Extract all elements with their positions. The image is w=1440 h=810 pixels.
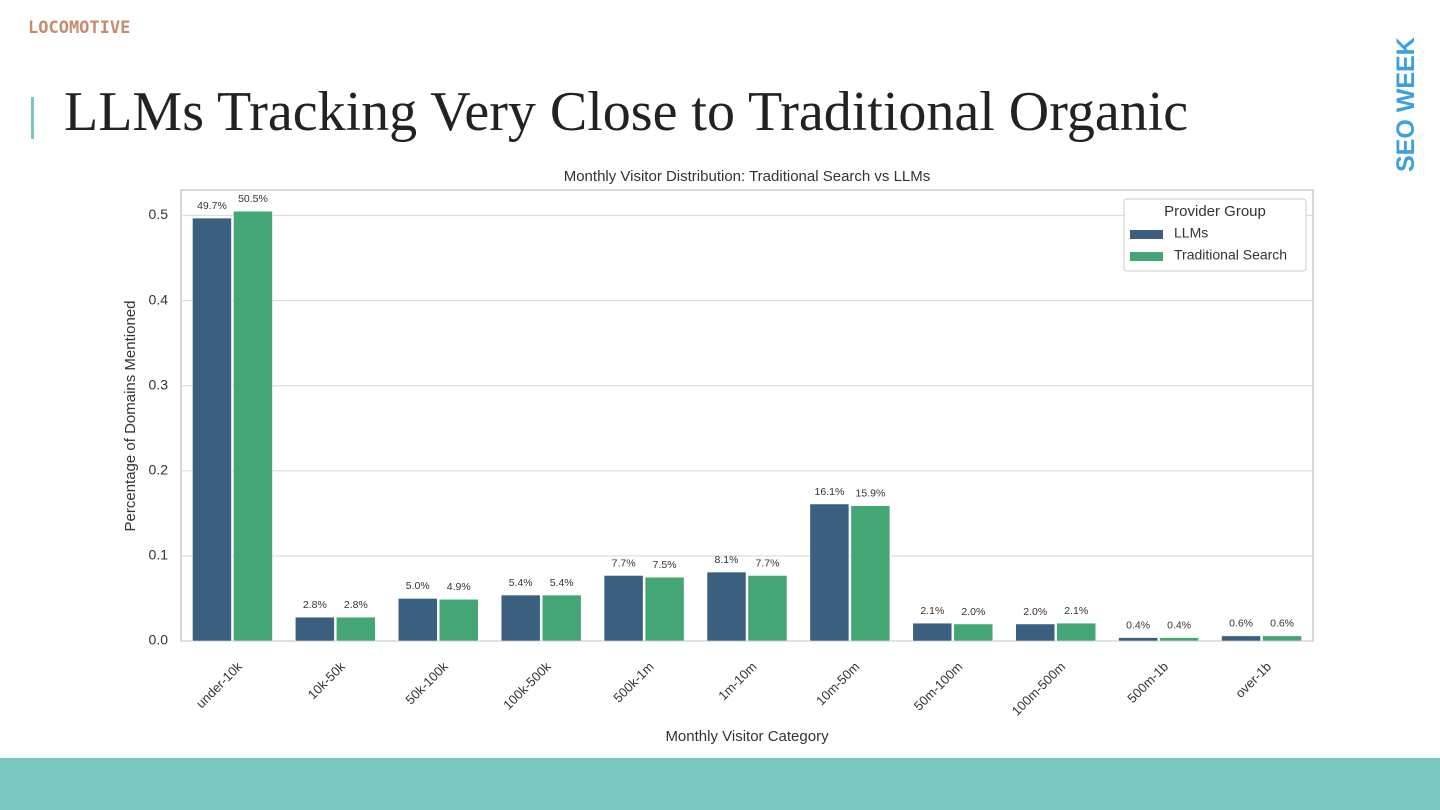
value-label: 7.5% xyxy=(653,559,677,571)
bar xyxy=(1056,622,1096,642)
x-tick-label: 50m-100m xyxy=(911,659,966,714)
y-tick-label: 0.1 xyxy=(149,547,169,563)
chart-title: Monthly Visitor Distribution: Traditiona… xyxy=(564,168,931,185)
bar xyxy=(398,598,438,642)
x-tick-label: under-10k xyxy=(193,659,245,711)
x-tick-label: 500k-1m xyxy=(610,659,656,705)
footer-band xyxy=(0,758,1440,810)
x-tick-label: over-1b xyxy=(1232,659,1274,701)
x-tick-label: 100m-500m xyxy=(1009,659,1069,719)
y-tick-label: 0.5 xyxy=(149,206,169,222)
legend-label: Traditional Search xyxy=(1174,247,1287,263)
accent-bar xyxy=(31,97,34,139)
value-label: 5.4% xyxy=(509,577,533,589)
bar xyxy=(1159,637,1199,642)
bar xyxy=(233,211,273,642)
bar xyxy=(295,616,335,642)
x-tick-label: 1m-10m xyxy=(715,659,759,703)
legend-title: Provider Group xyxy=(1164,203,1266,220)
x-tick-label: 50k-100k xyxy=(402,659,451,708)
y-axis-label: Percentage of Domains Mentioned xyxy=(122,301,139,532)
bar xyxy=(192,217,232,642)
value-label: 49.7% xyxy=(197,200,227,212)
bar xyxy=(500,594,541,642)
bar xyxy=(644,576,685,642)
legend-swatch xyxy=(1130,230,1163,239)
bar xyxy=(912,622,953,642)
value-label: 2.0% xyxy=(1023,606,1047,618)
bar xyxy=(809,503,850,642)
value-label: 0.4% xyxy=(1167,619,1191,631)
bar xyxy=(953,623,994,642)
value-label: 2.1% xyxy=(1064,605,1088,617)
x-axis-label: Monthly Visitor Category xyxy=(665,728,829,745)
legend-swatch xyxy=(1130,252,1163,261)
bar xyxy=(541,594,582,642)
bar xyxy=(336,616,376,642)
value-label: 2.8% xyxy=(303,599,327,611)
value-label: 7.7% xyxy=(756,557,780,569)
value-label: 16.1% xyxy=(815,486,845,498)
legend-box xyxy=(1123,198,1307,272)
chart: Monthly Visitor Distribution: Traditiona… xyxy=(122,168,1314,745)
bar xyxy=(439,599,479,642)
x-tick-label: 500m-1b xyxy=(1124,659,1171,706)
bar xyxy=(1221,635,1261,642)
y-tick-label: 0.3 xyxy=(149,376,169,392)
value-label: 50.5% xyxy=(238,193,268,205)
y-tick-label: 0.4 xyxy=(149,291,169,307)
value-label: 0.6% xyxy=(1270,618,1294,630)
bar xyxy=(747,575,788,642)
value-label: 2.1% xyxy=(920,605,944,617)
value-label: 0.4% xyxy=(1126,619,1150,631)
bar xyxy=(850,505,891,642)
value-label: 0.6% xyxy=(1229,618,1253,630)
value-label: 5.0% xyxy=(406,580,430,592)
bar xyxy=(1015,623,1055,642)
value-label: 2.8% xyxy=(344,599,368,611)
x-tick-label: 100k-500k xyxy=(500,659,554,713)
legend-label: LLMs xyxy=(1174,225,1208,241)
bar xyxy=(603,575,644,642)
y-tick-label: 0.0 xyxy=(149,632,169,648)
slide-title: LLMs Tracking Very Close to Traditional … xyxy=(64,81,1189,143)
y-tick-label: 0.2 xyxy=(149,462,169,478)
x-tick-label: 10k-50k xyxy=(305,659,349,703)
bar xyxy=(1262,635,1302,642)
value-label: 7.7% xyxy=(612,557,636,569)
value-label: 4.9% xyxy=(447,581,471,593)
value-label: 8.1% xyxy=(715,554,739,566)
value-label: 5.4% xyxy=(550,577,574,589)
x-tick-label: 10m-50m xyxy=(813,659,862,708)
bar xyxy=(706,571,747,642)
value-label: 15.9% xyxy=(856,487,886,499)
value-label: 2.0% xyxy=(961,606,985,618)
logo: LOCOMOTIVE xyxy=(28,18,131,38)
bar xyxy=(1118,637,1158,642)
